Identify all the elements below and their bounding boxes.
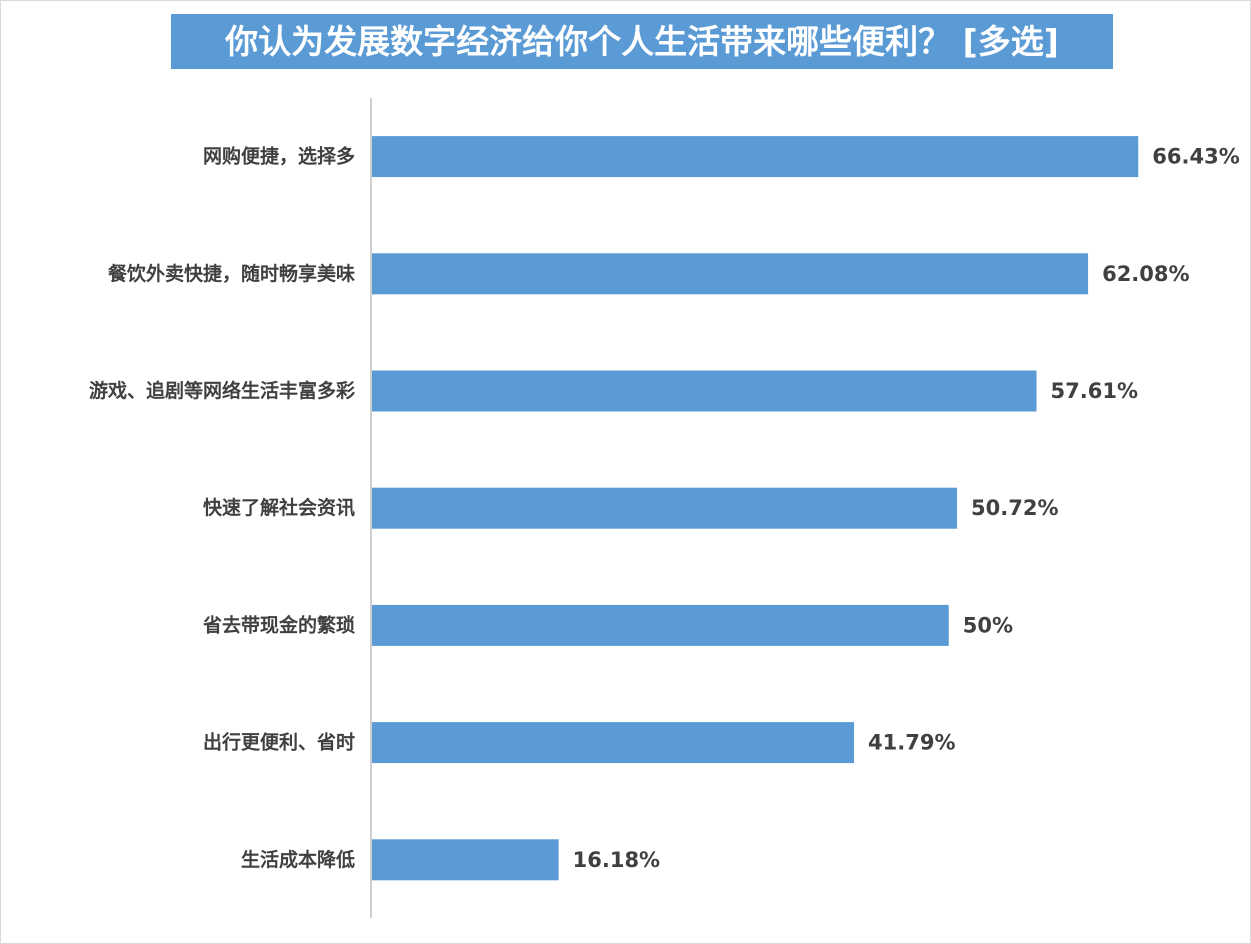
- bar: [372, 253, 1089, 295]
- chart-title: 你认为发展数字经济给你个人生活带来哪些便利？ [多选]: [171, 14, 1113, 69]
- category-label: 游戏、追剧等网络生活丰富多彩: [89, 379, 355, 402]
- value-label: 50.72%: [971, 496, 1058, 520]
- bar: [372, 370, 1037, 412]
- category-label: 省去带现金的繁琐: [202, 613, 355, 636]
- bars-group: 网购便捷，选择多 66.43% 餐饮外卖快捷，随时畅享美味 62.08% 游戏、追剧等网…: [89, 136, 1240, 881]
- bar: [372, 487, 958, 529]
- value-label: 41.79%: [868, 731, 955, 755]
- value-label: 16.18%: [573, 848, 660, 872]
- category-label: 快速了解社会资讯: [203, 496, 355, 519]
- category-label: 出行更便利、省时: [203, 731, 355, 754]
- bar: [372, 604, 949, 646]
- value-label: 62.08%: [1102, 262, 1189, 286]
- bar: [372, 136, 1139, 178]
- category-label: 生活成本降低: [241, 848, 355, 871]
- value-label: 50%: [963, 613, 1013, 637]
- category-label: 网购便捷，选择多: [203, 145, 355, 168]
- bar: [372, 722, 855, 764]
- bar: [372, 839, 559, 881]
- value-label: 57.61%: [1051, 379, 1138, 403]
- category-label: 餐饮外卖快捷，随时畅享美味: [108, 262, 355, 285]
- value-label: 66.43%: [1152, 145, 1239, 169]
